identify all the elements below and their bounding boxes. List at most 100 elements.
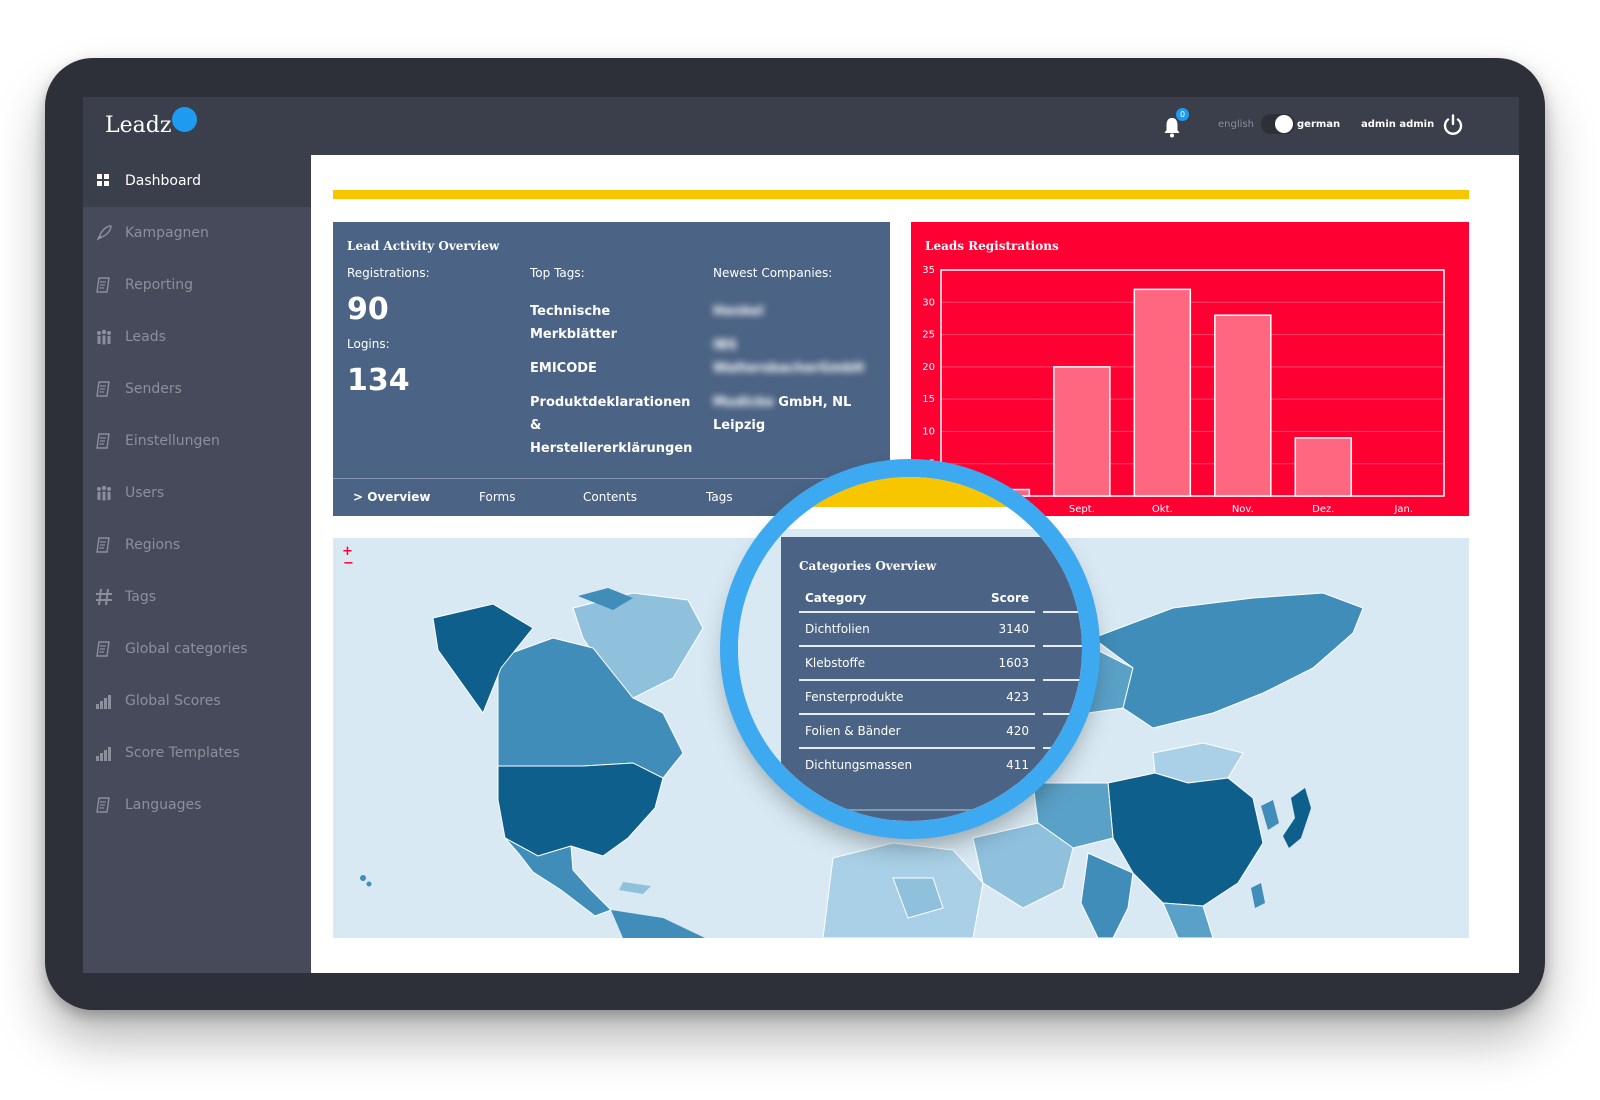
sidebar-item-reporting[interactable]: Reporting — [83, 259, 311, 311]
user-menu[interactable]: admin admin — [1361, 119, 1435, 130]
top-tag-item[interactable]: EMICODE — [530, 361, 597, 376]
tab-tags[interactable]: Tags — [706, 490, 733, 504]
chart-bar — [1133, 288, 1192, 497]
sidebar-item-label: Leads — [125, 329, 166, 345]
tab-contents[interactable]: Contents — [583, 490, 637, 504]
chart-x-tick-label: Nov. — [1232, 504, 1254, 515]
sidebar-item-kampagnen[interactable]: Kampagnen — [83, 207, 311, 259]
sidebar-item-label: Users — [125, 485, 165, 501]
category-name: Dichtfolien — [805, 622, 870, 636]
hash-icon — [96, 588, 112, 606]
adjacent-table-divider — [1043, 645, 1082, 647]
bar-chart-icon — [96, 747, 111, 761]
map-region-canada — [497, 637, 684, 779]
sidebar-item-label: Reporting — [125, 277, 194, 293]
sidebar-item-label: Global categories — [125, 641, 248, 657]
grid-icon — [97, 174, 109, 186]
chart-x-tick-label: Jan. — [1393, 504, 1413, 515]
table-row[interactable]: Folien & Bänder 420 — [799, 715, 1035, 749]
sidebar-item-languages[interactable]: Languages — [83, 779, 311, 831]
category-name: Folien & Bänder — [805, 724, 901, 738]
table-row[interactable]: Klebstoffe 1603 — [799, 647, 1035, 681]
category-name: Dichtungsmassen — [805, 758, 913, 772]
document-icon — [96, 381, 110, 397]
users-icon — [97, 329, 111, 345]
category-name: Klebstoffe — [805, 656, 866, 670]
accent-divider — [333, 190, 1469, 199]
categories-tab-categories[interactable]: > Cat — [951, 819, 985, 832]
categories-table: Category Score Dichtfolien 3140 Klebstof… — [799, 585, 1035, 783]
document-icon — [96, 797, 110, 813]
language-toggle-knob — [1275, 115, 1293, 133]
map-region-arctic-islands — [578, 588, 633, 610]
company-name-blurred: Mudicke — [713, 395, 774, 410]
sidebar-item-senders[interactable]: Senders — [83, 363, 311, 415]
tab-overview[interactable]: > Overview — [353, 490, 431, 504]
sidebar-item-tags[interactable]: Tags — [83, 571, 311, 623]
sidebar-item-global-categories[interactable]: Global categories — [83, 623, 311, 675]
company-item[interactable]: Mudicke GmbH, NL Leipzig — [713, 391, 883, 437]
categories-footer-divider — [781, 809, 1082, 811]
map-zoom-out-button[interactable]: − — [343, 556, 354, 571]
map-region-korea — [1261, 800, 1279, 830]
sidebar-item-score-templates[interactable]: Score Templates — [83, 727, 311, 779]
bell-icon[interactable] — [1161, 115, 1183, 139]
sidebar-item-users[interactable]: Users — [83, 467, 311, 519]
sidebar-item-label: Languages — [125, 797, 202, 813]
leads-registrations-card: Leads Registrations 5101520253035Aug.Sep… — [911, 222, 1469, 516]
adjacent-table-divider — [1043, 713, 1082, 715]
adjacent-table-divider — [1043, 679, 1082, 681]
top-tags-label: Top Tags: — [530, 266, 585, 280]
company-name-blurred: Henkel — [713, 304, 764, 319]
lang-english-label[interactable]: english — [1218, 119, 1254, 130]
magnifier-lens: Categories Overview Category Score Dicht… — [720, 459, 1100, 839]
tab-forms[interactable]: Forms — [479, 490, 516, 504]
sidebar-item-leads[interactable]: Leads — [83, 311, 311, 363]
company-name-suffix: GmbH, NL Leipzig — [713, 395, 852, 433]
registrations-value: 90 — [347, 292, 389, 327]
top-tag-item[interactable]: Technische Merkblätter — [530, 304, 618, 342]
top-tag-item[interactable]: Produktdeklarationen & Herstellererkläru… — [530, 395, 693, 456]
lead-activity-title: Lead Activity Overview — [347, 239, 500, 253]
logins-value: 134 — [347, 363, 410, 398]
chart-x-tick-label: Okt. — [1152, 504, 1173, 515]
sidebar-item-label: Kampagnen — [125, 225, 209, 241]
chart-plot-frame — [940, 269, 1445, 497]
sidebar-item-label: Score Templates — [125, 745, 240, 761]
top-tags-list: Technische Merkblätter EMICODE Produktde… — [530, 300, 700, 471]
document-icon — [96, 433, 110, 449]
map-zoom-in-button[interactable]: + — [342, 544, 353, 559]
category-score: 1603 — [998, 656, 1029, 670]
magnifier-content: Categories Overview Category Score Dicht… — [738, 477, 1082, 832]
sidebar-item-global-scores[interactable]: Global Scores — [83, 675, 311, 727]
category-score: 423 — [1006, 690, 1029, 704]
map-region-hawaii — [360, 875, 366, 881]
category-score: 420 — [1006, 724, 1029, 738]
sidebar-item-einstellungen[interactable]: Einstellungen — [83, 415, 311, 467]
lead-activity-tabs: > Overview Forms Contents Tags — [333, 478, 890, 516]
map-region-caribbean — [619, 882, 651, 894]
sidebar-item-dashboard[interactable]: Dashboard — [83, 155, 311, 207]
adjacent-table-divider — [1043, 747, 1082, 749]
logins-label: Logins: — [347, 337, 390, 351]
table-row[interactable]: Dichtfolien 3140 — [799, 613, 1035, 647]
categories-tab-overview[interactable]: view — [836, 819, 865, 832]
table-row[interactable]: Dichtungsmassen 411 — [799, 749, 1035, 783]
power-icon[interactable] — [1441, 113, 1465, 137]
map-region-usa — [497, 762, 664, 857]
map-region-alaska — [432, 603, 534, 715]
bar-chart-icon — [96, 695, 111, 709]
table-row[interactable]: Fensterprodukte 423 — [799, 681, 1035, 715]
chart-y-tick-label: 35 — [922, 265, 935, 276]
registrations-chart-title: Leads Registrations — [925, 239, 1059, 253]
map-region-china — [1107, 772, 1264, 907]
app-logo[interactable]: Leadz — [105, 113, 172, 138]
lang-german-label[interactable]: german — [1297, 119, 1341, 130]
categories-overview-title: Categories Overview — [799, 559, 937, 573]
lead-activity-card: Lead Activity Overview Registrations: 90… — [333, 222, 890, 516]
language-toggle[interactable] — [1261, 114, 1295, 134]
sidebar-item-regions[interactable]: Regions — [83, 519, 311, 571]
rocket-icon — [96, 225, 112, 241]
company-item[interactable]: IBS WaltersbacherGmbH — [713, 334, 883, 380]
company-item[interactable]: Henkel — [713, 300, 883, 323]
